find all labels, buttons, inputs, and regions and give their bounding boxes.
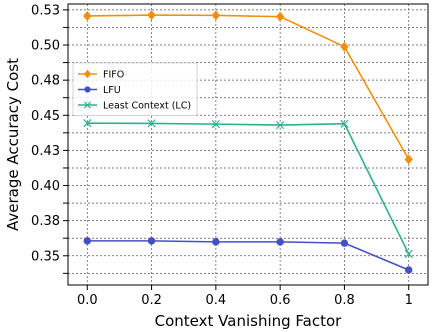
y-tick-label: 0.45: [31, 109, 60, 124]
data-point-fifo: [275, 11, 285, 22]
y-tick-label: 0.53: [31, 3, 60, 18]
y-tick-label: 0.48: [31, 74, 60, 89]
y-axis-ticks: 0.35 0.38 0.40 0.43 0.45 0.48 0.50 0.53: [31, 3, 68, 274]
data-point-lfu: [83, 237, 91, 245]
data-point-lfu: [276, 238, 284, 246]
x-marker-stroke: [211, 120, 220, 129]
y-tick-label: 0.35: [31, 249, 60, 264]
y-tick-label: 0.40: [31, 179, 60, 194]
legend: FIFO LFU Least Context (LC): [72, 62, 198, 116]
x-marker-stroke: [83, 101, 92, 109]
x-marker-stroke: [147, 119, 156, 128]
legend-label-least-context-lc: Least Context (LC): [103, 100, 191, 111]
legend-marker-lfu: [84, 86, 91, 93]
series-line-least-context-lc: [87, 122, 410, 255]
data-point-least-context-lc: [340, 119, 349, 128]
x-tick-label: 0.4: [206, 293, 227, 308]
x-marker-stroke: [276, 120, 285, 130]
legend-marker-fifo: [83, 69, 92, 79]
plot-frame: [67, 3, 429, 286]
data-point-fifo: [83, 10, 92, 21]
x-marker-stroke: [340, 119, 349, 128]
series-line-fifo: [87, 14, 410, 160]
data-point-least-context-lc: [147, 119, 156, 128]
x-axis-label: Context Vanishing Factor: [155, 312, 343, 330]
data-point-lfu: [212, 238, 220, 246]
x-axis-ticks: 0.0 0.2 0.4 0.6 0.8 1: [77, 285, 413, 308]
y-tick-label: 0.50: [31, 39, 60, 54]
data-point-lfu: [405, 266, 413, 274]
series-markers: [83, 10, 413, 274]
y-axis-label: Average Accuracy Cost: [4, 58, 22, 231]
data-point-least-context-lc: [83, 119, 92, 128]
x-tick-label: 1: [405, 293, 413, 308]
data-point-fifo: [340, 41, 349, 52]
x-marker-stroke: [404, 249, 413, 259]
x-marker-stroke: [83, 119, 92, 128]
data-point-least-context-lc: [211, 120, 220, 129]
series-lines: [87, 14, 410, 271]
y-tick-label: 0.38: [31, 214, 60, 229]
data-point-lfu: [147, 237, 156, 245]
data-point-fifo: [147, 10, 156, 21]
x-tick-label: 0.6: [270, 293, 291, 308]
legend-marker-least-context-lc: [83, 101, 92, 109]
data-point-least-context-lc: [276, 120, 285, 130]
grid-lines: [68, 4, 428, 285]
series-line-lfu: [87, 240, 410, 271]
data-point-lfu: [340, 239, 349, 247]
x-tick-label: 0.0: [77, 293, 98, 308]
x-tick-label: 0.2: [141, 293, 162, 308]
legend-label-lfu: LFU: [103, 85, 121, 96]
legend-box: [72, 62, 198, 116]
data-point-least-context-lc: [404, 249, 413, 259]
legend-label-fifo: FIFO: [103, 69, 124, 80]
y-tick-label: 0.43: [31, 144, 60, 159]
data-point-fifo: [404, 154, 413, 165]
x-tick-label: 0.8: [334, 293, 355, 308]
data-point-fifo: [211, 10, 221, 21]
